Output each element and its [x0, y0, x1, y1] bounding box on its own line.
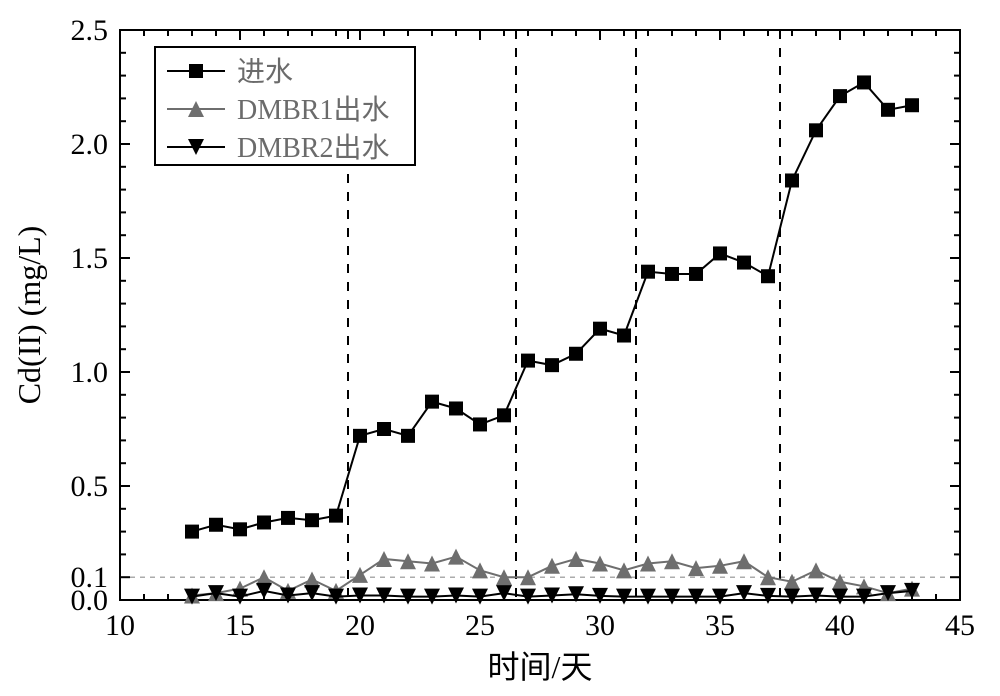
legend-label: 进水	[237, 56, 293, 88]
legend: 进水 DMBR1出水 DMBR2出水	[155, 47, 415, 165]
x-tick-label: 30	[585, 609, 615, 642]
y-tick-label: 2.0	[71, 128, 109, 161]
x-tick-label: 15	[225, 609, 255, 642]
y-tick-label: 0.5	[71, 470, 109, 503]
x-tick-label: 40	[825, 609, 855, 642]
x-tick-label: 25	[465, 609, 495, 642]
x-axis-label: 时间/天	[488, 649, 593, 685]
y-axis-label: Cd(II) (mg/L)	[11, 226, 47, 405]
chart-container: 10152025303540450.00.10.51.01.52.02.5时间/…	[0, 0, 1000, 696]
x-tick-label: 20	[345, 609, 375, 642]
x-tick-label: 35	[705, 609, 735, 642]
legend-label: DMBR1出水	[237, 94, 389, 126]
y-tick-label: 1.0	[71, 356, 109, 389]
y-tick-label: 1.5	[71, 242, 109, 275]
x-tick-label: 10	[105, 609, 135, 642]
legend-label: DMBR2出水	[237, 132, 389, 164]
y-tick-label: 0.1	[71, 561, 109, 594]
y-tick-label: 2.5	[71, 14, 109, 47]
x-tick-label: 45	[945, 609, 975, 642]
